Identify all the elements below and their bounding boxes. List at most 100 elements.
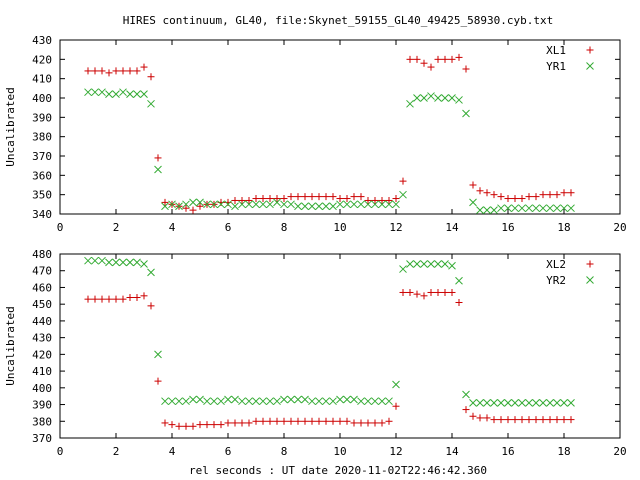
- data-point: [91, 256, 99, 265]
- x-tick-label: 0: [57, 221, 64, 234]
- data-point: [280, 395, 288, 404]
- data-point: [525, 416, 533, 424]
- data-point: [462, 390, 470, 399]
- data-point: [161, 419, 169, 427]
- data-point: [126, 258, 134, 267]
- data-point: [140, 260, 148, 268]
- data-point: [161, 202, 169, 211]
- data-point: [336, 200, 344, 209]
- x-tick-label: 6: [225, 221, 232, 234]
- data-point: [413, 94, 421, 102]
- data-point: [546, 416, 554, 424]
- data-point: [483, 414, 491, 422]
- data-point: [126, 67, 134, 75]
- x-tick-label: 12: [389, 445, 402, 458]
- data-point: [343, 417, 351, 425]
- data-point: [364, 397, 372, 406]
- y-tick-label: 340: [32, 208, 52, 221]
- legend-marker: [586, 62, 594, 70]
- y-tick-label: 390: [32, 399, 52, 412]
- data-point: [399, 288, 407, 296]
- data-point: [553, 204, 561, 213]
- data-point: [84, 256, 92, 265]
- data-point: [301, 193, 309, 201]
- data-point: [147, 99, 155, 108]
- data-point: [308, 397, 316, 406]
- data-point: [154, 377, 162, 385]
- data-point: [336, 417, 344, 425]
- legend-label: XL1: [546, 44, 566, 57]
- data-point: [385, 196, 393, 204]
- data-point: [357, 419, 365, 427]
- legend-marker: [586, 260, 594, 268]
- data-point: [119, 295, 127, 303]
- data-point: [357, 397, 365, 406]
- y-tick-label: 430: [32, 34, 52, 47]
- data-point: [462, 406, 470, 414]
- y-tick-label: 420: [32, 53, 52, 66]
- data-point: [525, 193, 533, 201]
- data-point: [441, 94, 449, 102]
- data-point: [147, 268, 155, 277]
- data-point: [273, 195, 281, 203]
- y-tick-label: 370: [32, 432, 52, 445]
- data-point: [378, 200, 386, 209]
- data-point: [126, 90, 134, 98]
- x-tick-label: 10: [333, 445, 346, 458]
- data-point: [196, 395, 204, 404]
- data-point: [560, 204, 568, 213]
- data-point: [175, 422, 183, 430]
- data-point: [238, 200, 246, 209]
- data-point: [91, 67, 99, 75]
- data-point: [189, 198, 197, 207]
- x-tick-label: 6: [225, 445, 232, 458]
- y-tick-label: 400: [32, 382, 52, 395]
- data-point: [420, 260, 428, 268]
- data-point: [539, 416, 547, 424]
- data-point: [392, 195, 400, 203]
- data-point: [259, 417, 267, 425]
- x-tick-label: 16: [501, 221, 514, 234]
- x-tick-label: 4: [169, 221, 176, 234]
- data-point: [308, 193, 316, 201]
- data-point: [259, 200, 267, 209]
- data-point: [476, 206, 484, 214]
- data-point: [343, 195, 351, 203]
- y-tick-label: 360: [32, 169, 52, 182]
- x-axis-label: rel seconds : UT date 2020-11-02T22:46:4…: [189, 464, 487, 477]
- data-point: [441, 288, 449, 296]
- data-point: [441, 55, 449, 63]
- data-point: [497, 399, 505, 407]
- data-point: [294, 395, 302, 404]
- data-point: [119, 258, 127, 267]
- data-point: [539, 399, 547, 407]
- data-point: [196, 421, 204, 429]
- data-point: [448, 94, 456, 102]
- data-point: [462, 109, 470, 118]
- data-point: [511, 399, 519, 407]
- series-YR2: [84, 256, 575, 407]
- data-point: [399, 265, 407, 273]
- x-tick-label: 18: [557, 221, 570, 234]
- data-point: [364, 200, 372, 209]
- data-point: [434, 260, 442, 268]
- y-tick-label: 410: [32, 365, 52, 378]
- chart-title: HIRES continuum, GL40, file:Skynet_59155…: [123, 14, 553, 27]
- data-point: [280, 417, 288, 425]
- data-point: [287, 395, 295, 404]
- legend-marker: [586, 46, 594, 54]
- data-point: [189, 206, 197, 214]
- data-point: [350, 419, 358, 427]
- data-point: [322, 193, 330, 201]
- data-point: [504, 416, 512, 424]
- data-point: [392, 402, 400, 410]
- data-point: [154, 165, 162, 174]
- data-point: [133, 67, 141, 75]
- data-point: [518, 195, 526, 203]
- data-point: [133, 293, 141, 301]
- data-point: [371, 196, 379, 204]
- data-point: [203, 421, 211, 429]
- data-point: [371, 419, 379, 427]
- data-point: [280, 195, 288, 203]
- data-point: [238, 397, 246, 406]
